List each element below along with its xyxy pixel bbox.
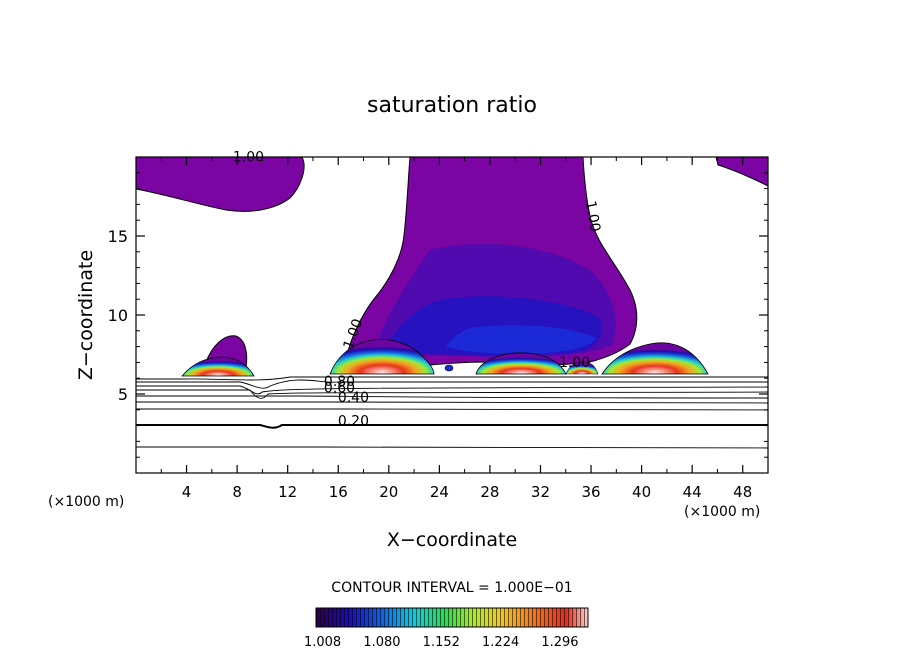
x-tick-label: 44 <box>683 483 702 501</box>
cap-dot <box>444 364 454 372</box>
colorbar-hatch <box>316 608 588 627</box>
contour-fill-layer <box>136 157 768 449</box>
contour-label: 0.40 <box>338 390 369 406</box>
cap-cell-small <box>565 361 599 375</box>
x-tick-label: 12 <box>278 483 297 501</box>
x-tick-label: 36 <box>581 483 600 501</box>
y-tick-label: 10 <box>108 306 128 325</box>
colorbar-frame <box>315 607 589 628</box>
subsaturated-contour-lines <box>136 376 768 449</box>
cap-cell-3 <box>475 352 567 375</box>
x-unit-right: (×1000 m) <box>684 504 760 520</box>
plot-area: 1.001.001.001.000.800.600.400.20 4 8 12 16 2… <box>108 150 769 501</box>
contour-label: 1.00 <box>233 150 264 166</box>
supersat-region-upper-left <box>136 157 305 212</box>
x-axis-ticks: 4 8 12 16 20 24 28 32 36 40 44 48 <box>160 157 752 501</box>
contour-label: 0.60 <box>324 380 355 396</box>
contour-interval-label: CONTOUR INTERVAL = 1.000E−01 <box>331 580 572 596</box>
contour-label-layer: 1.001.001.001.000.800.600.400.20 <box>233 150 603 430</box>
x-tick-label: 16 <box>329 483 348 501</box>
y-axis-ticks: 5 10 15 <box>108 172 768 458</box>
x-tick-label: 48 <box>733 483 752 501</box>
colorbar-tick-label: 1.224 <box>482 635 519 650</box>
x-tick-label: 28 <box>480 483 499 501</box>
cap-cell-1 <box>181 356 255 377</box>
y-tick-label: 15 <box>108 227 128 246</box>
x-axis-label: X−coordinate <box>387 529 517 551</box>
contour-label: 1.00 <box>559 355 590 371</box>
colorbar-tick-label: 1.296 <box>541 635 578 650</box>
colorbar-tick-label: 1.008 <box>304 635 341 650</box>
x-unit-left: (×1000 m) <box>48 494 124 510</box>
x-tick-label: 4 <box>182 483 192 501</box>
colorbar-tick-label: 1.152 <box>423 635 460 650</box>
y-axis-label: Z−coordinate <box>75 250 97 380</box>
x-tick-label: 24 <box>430 483 449 501</box>
x-tick-label: 32 <box>531 483 550 501</box>
column-deep-blue <box>446 325 596 354</box>
chart-title: saturation ratio <box>367 93 537 118</box>
x-tick-label: 40 <box>632 483 651 501</box>
cap-cell-4 <box>601 342 709 375</box>
cap-cell-2 <box>329 339 435 375</box>
x-tick-label: 20 <box>379 483 398 501</box>
contour-label: 0.80 <box>324 374 355 390</box>
x-tick-label: 8 <box>232 483 242 501</box>
contour-label: 0.20 <box>338 414 369 430</box>
y-tick-label: 5 <box>118 385 128 404</box>
colorbar-tick-label: 1.080 <box>363 635 400 650</box>
contour-label: 1.00 <box>582 200 603 233</box>
colorbar-tick-labels: 1.008 1.080 1.152 1.224 1.296 <box>304 635 579 650</box>
colorbar <box>315 607 589 628</box>
